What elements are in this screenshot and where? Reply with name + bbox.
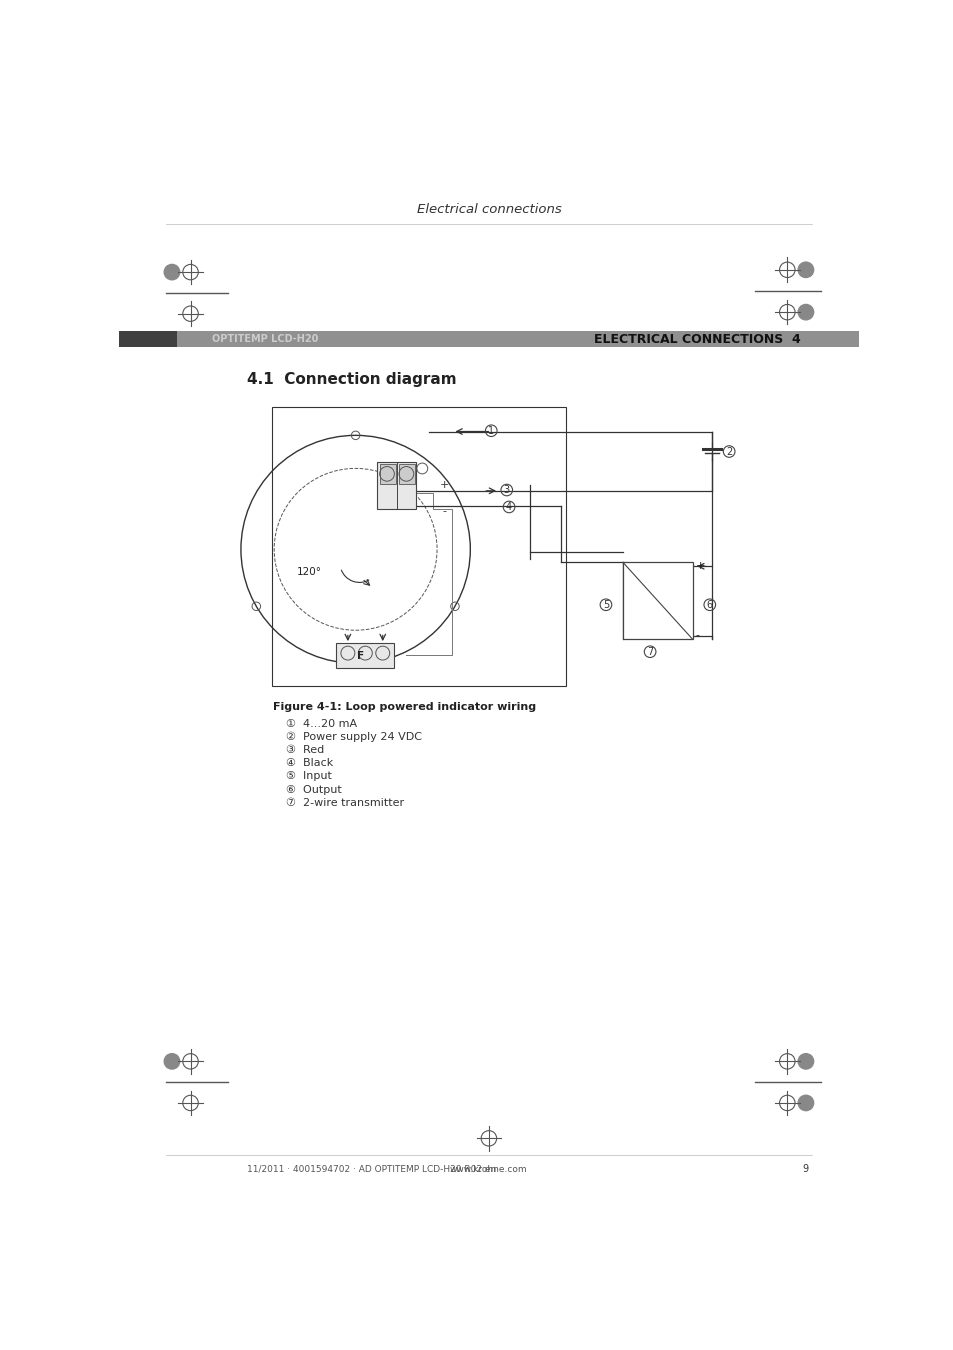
Text: -: - xyxy=(442,506,446,517)
Bar xyxy=(177,331,858,347)
Text: ELECTRICAL CONNECTIONS  4: ELECTRICAL CONNECTIONS 4 xyxy=(594,333,801,346)
Text: F: F xyxy=(356,651,364,661)
Text: ⑤  Input: ⑤ Input xyxy=(286,771,332,782)
Text: Figure 4-1: Loop powered indicator wiring: Figure 4-1: Loop powered indicator wirin… xyxy=(273,702,536,713)
Text: 2: 2 xyxy=(725,447,732,456)
Circle shape xyxy=(798,305,813,320)
Bar xyxy=(622,563,692,640)
Text: ④  Black: ④ Black xyxy=(286,759,333,768)
Text: 1: 1 xyxy=(488,425,494,436)
Text: ②  Power supply 24 VDC: ② Power supply 24 VDC xyxy=(286,732,421,742)
Text: 4: 4 xyxy=(505,502,512,512)
Text: ⑦  2-wire transmitter: ⑦ 2-wire transmitter xyxy=(286,798,403,807)
Circle shape xyxy=(164,265,179,279)
Text: Electrical connections: Electrical connections xyxy=(416,204,560,216)
Text: OPTITEMP LCD-H20: OPTITEMP LCD-H20 xyxy=(212,335,318,344)
Text: +: + xyxy=(695,562,704,571)
Text: 7: 7 xyxy=(646,647,653,656)
Bar xyxy=(377,462,416,509)
Circle shape xyxy=(798,262,813,278)
Text: 11/2011 · 4001594702 · AD OPTITEMP LCD-H20 R02 en: 11/2011 · 4001594702 · AD OPTITEMP LCD-H… xyxy=(247,1165,496,1173)
Text: ③  Red: ③ Red xyxy=(286,745,324,755)
Text: 120°: 120° xyxy=(296,567,321,578)
Circle shape xyxy=(798,1095,813,1111)
Text: ①  4...20 mA: ① 4...20 mA xyxy=(286,720,356,729)
Circle shape xyxy=(164,1053,179,1069)
Text: ⑥  Output: ⑥ Output xyxy=(286,784,341,795)
Bar xyxy=(335,643,394,668)
Bar xyxy=(272,406,566,686)
Text: 6: 6 xyxy=(706,599,712,610)
Text: +: + xyxy=(439,481,449,490)
Text: 9: 9 xyxy=(802,1164,808,1174)
Text: 5: 5 xyxy=(602,599,608,610)
Bar xyxy=(398,464,415,483)
Text: -: - xyxy=(695,630,700,640)
Circle shape xyxy=(798,1053,813,1069)
Bar xyxy=(379,464,395,483)
Bar xyxy=(119,331,858,347)
Text: www.krohne.com: www.krohne.com xyxy=(450,1165,527,1173)
Text: 3: 3 xyxy=(503,485,509,495)
Text: 4.1  Connection diagram: 4.1 Connection diagram xyxy=(247,371,456,386)
